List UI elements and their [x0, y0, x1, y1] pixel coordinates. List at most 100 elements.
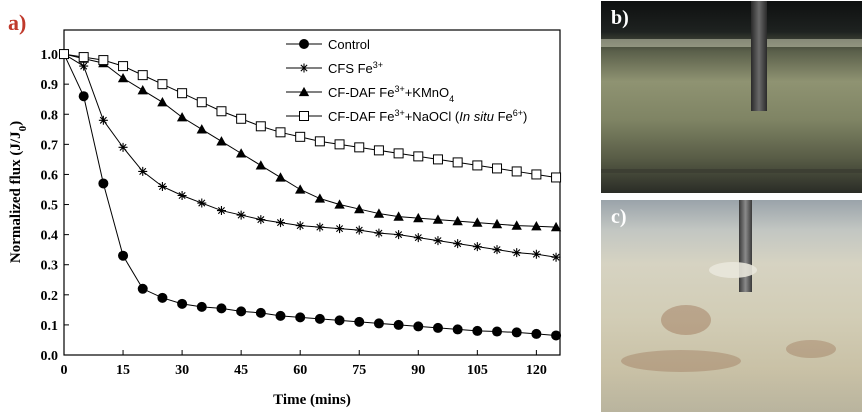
- data-point: [433, 236, 443, 246]
- x-tick-label: 0: [61, 363, 68, 378]
- foam-patch: [709, 262, 757, 278]
- series-3: [59, 49, 562, 183]
- data-point: [236, 306, 247, 317]
- panel-a-label: a): [8, 10, 26, 35]
- data-point: [374, 228, 384, 238]
- data-point: [314, 313, 325, 324]
- floc-cluster: [786, 340, 836, 358]
- data-point: [138, 166, 148, 176]
- x-tick-label: 15: [116, 363, 130, 378]
- data-point: [432, 214, 444, 224]
- x-tick-label: 75: [352, 363, 366, 378]
- data-point: [216, 303, 227, 314]
- data-point: [551, 172, 562, 183]
- data-point: [157, 181, 167, 191]
- data-point: [235, 148, 247, 158]
- data-point: [275, 310, 286, 321]
- legend-label: CF-DAF Fe3++NaOCl (In situ Fe6+): [328, 108, 527, 124]
- data-point: [413, 233, 423, 243]
- data-point: [59, 49, 69, 60]
- data-point: [314, 193, 326, 203]
- data-point: [472, 325, 483, 336]
- x-tick-label: 60: [293, 363, 307, 378]
- data-point: [216, 106, 227, 117]
- legend-label: Control: [328, 37, 370, 52]
- data-point: [373, 208, 385, 218]
- legend-marker: [299, 63, 309, 73]
- data-point: [551, 252, 561, 262]
- floc-cluster: [621, 350, 741, 372]
- y-tick-label: 0.7: [41, 138, 59, 153]
- data-point: [315, 222, 325, 232]
- x-axis: 0 15 30 45 60 75 90 105 120: [61, 350, 547, 378]
- data-point: [393, 211, 404, 221]
- data-point: [255, 121, 266, 132]
- y-tick-label: 0.4: [41, 229, 59, 244]
- x-tick-label: 30: [175, 363, 189, 378]
- data-point: [452, 157, 463, 168]
- y-tick-label: 0.9: [41, 78, 59, 93]
- data-point: [531, 249, 541, 259]
- photo-c: c): [601, 200, 862, 412]
- stirrer-rod: [739, 200, 752, 292]
- data-point: [197, 198, 207, 208]
- floc-cluster: [661, 305, 711, 335]
- data-point: [511, 220, 522, 230]
- data-point: [354, 203, 365, 214]
- x-tick-label: 90: [411, 363, 425, 378]
- data-point: [452, 324, 463, 335]
- data-point: [472, 242, 482, 252]
- data-point: [196, 97, 207, 108]
- legend-entry: CFS Fe3+: [286, 60, 383, 76]
- data-point: [196, 124, 207, 134]
- data-point: [118, 61, 129, 72]
- legend-label: CFS Fe3+: [328, 60, 383, 76]
- data-point: [393, 148, 404, 159]
- y-tick-label: 0.2: [41, 289, 59, 304]
- x-tick-label: 105: [467, 363, 488, 378]
- series-layer: [58, 48, 562, 341]
- data-point: [157, 97, 168, 107]
- data-point: [335, 224, 345, 234]
- data-point: [98, 178, 109, 189]
- x-tick-label: 120: [526, 363, 547, 378]
- data-point: [452, 215, 463, 226]
- data-point: [137, 70, 148, 81]
- data-point: [413, 321, 424, 332]
- legend-marker: [298, 86, 310, 97]
- y-tick-label: 0.3: [41, 259, 59, 274]
- legend-entry: Control: [286, 37, 370, 52]
- data-point: [177, 191, 187, 201]
- data-point: [98, 55, 109, 66]
- data-point: [334, 139, 345, 150]
- data-point: [216, 206, 226, 216]
- photo-c-label: c): [611, 206, 627, 228]
- data-point: [295, 221, 305, 231]
- data-point: [472, 217, 483, 227]
- y-tick-label: 0.1: [41, 319, 59, 334]
- photo-b: b): [601, 1, 862, 193]
- y-axis: 0.0 0.1 0.2 0.3 0.4 0.5 0.6 0.7 0.8 0.9 1.0: [41, 48, 69, 364]
- data-point: [78, 91, 89, 102]
- water-surface-line: [601, 39, 862, 47]
- data-point: [276, 218, 286, 228]
- data-point: [492, 326, 503, 337]
- y-tick-label: 0.5: [41, 199, 59, 214]
- legend: Control CFS Fe3+ CF-DAF Fe3++KMnO4 CF-DAF F…: [286, 37, 527, 124]
- data-point: [432, 322, 443, 333]
- stirrer-rod: [751, 1, 767, 111]
- series-line: [63, 53, 557, 336]
- x-axis-title: Time (mins): [273, 392, 351, 408]
- data-point: [176, 112, 188, 122]
- data-point: [256, 215, 266, 225]
- data-point: [157, 292, 168, 303]
- data-point: [157, 79, 168, 90]
- data-point: [236, 210, 246, 220]
- x-tick-label: 45: [234, 363, 248, 378]
- legend-marker: [299, 111, 309, 121]
- data-point: [550, 221, 562, 232]
- data-point: [512, 248, 522, 258]
- data-point: [551, 330, 562, 341]
- data-point: [354, 225, 364, 235]
- data-point: [492, 163, 503, 174]
